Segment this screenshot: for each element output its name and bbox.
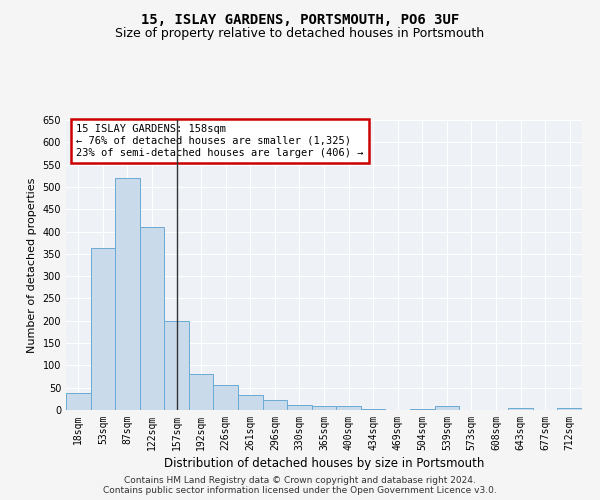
Text: 15 ISLAY GARDENS: 158sqm
← 76% of detached houses are smaller (1,325)
23% of sem: 15 ISLAY GARDENS: 158sqm ← 76% of detach… bbox=[76, 124, 364, 158]
Bar bbox=[361, 409, 385, 410]
Bar bbox=[164, 321, 189, 410]
Bar bbox=[336, 406, 361, 410]
Y-axis label: Number of detached properties: Number of detached properties bbox=[27, 178, 37, 352]
Bar bbox=[214, 386, 238, 410]
Bar bbox=[410, 409, 434, 410]
Bar bbox=[91, 248, 115, 410]
Bar bbox=[557, 408, 582, 410]
Bar bbox=[434, 406, 459, 410]
Bar bbox=[189, 374, 214, 410]
Text: Size of property relative to detached houses in Portsmouth: Size of property relative to detached ho… bbox=[115, 28, 485, 40]
Bar bbox=[508, 408, 533, 410]
Bar bbox=[263, 400, 287, 410]
Bar bbox=[312, 406, 336, 410]
Bar bbox=[287, 405, 312, 410]
Bar bbox=[238, 396, 263, 410]
Text: 15, ISLAY GARDENS, PORTSMOUTH, PO6 3UF: 15, ISLAY GARDENS, PORTSMOUTH, PO6 3UF bbox=[141, 12, 459, 26]
Bar bbox=[66, 394, 91, 410]
Bar bbox=[140, 227, 164, 410]
X-axis label: Distribution of detached houses by size in Portsmouth: Distribution of detached houses by size … bbox=[164, 457, 484, 470]
Text: Contains HM Land Registry data © Crown copyright and database right 2024.
Contai: Contains HM Land Registry data © Crown c… bbox=[103, 476, 497, 495]
Bar bbox=[115, 178, 140, 410]
